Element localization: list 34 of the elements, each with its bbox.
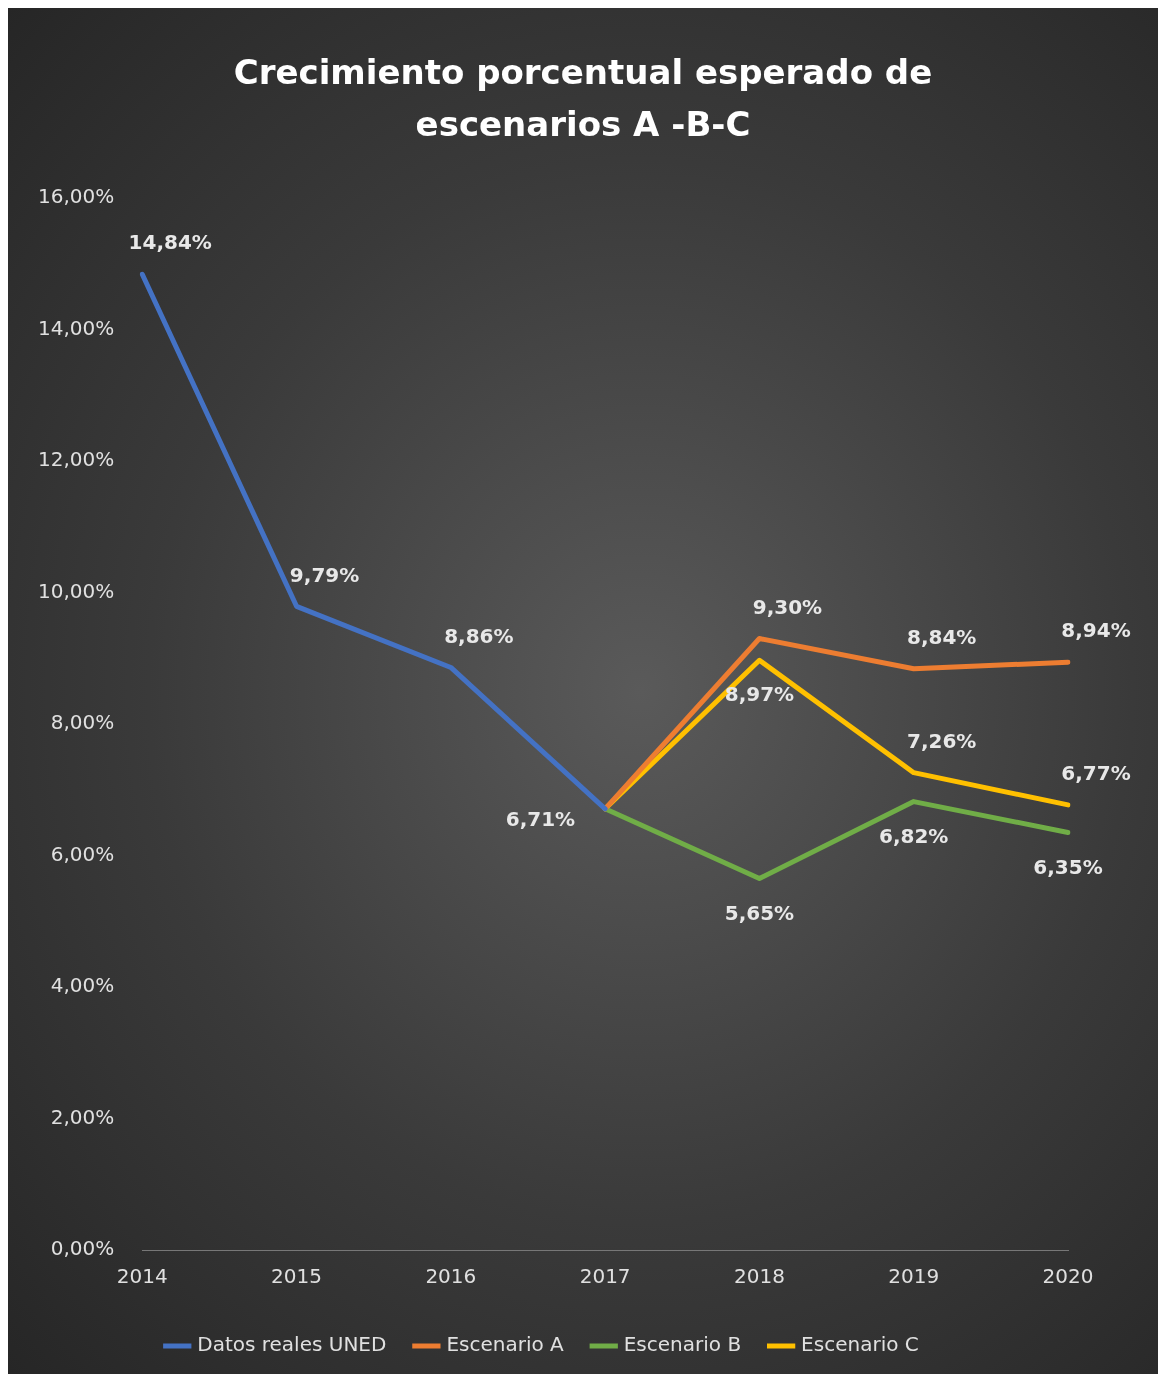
data-label: 8,94% (1061, 618, 1131, 643)
x-tick-label: 2017 (579, 1264, 631, 1289)
y-tick-label: 12,00% (37, 447, 115, 472)
y-tick-label: 14,00% (37, 315, 115, 340)
data-label: 5,65% (724, 900, 795, 925)
y-tick-label: 4,00% (50, 973, 115, 998)
data-label: 8,97% (724, 682, 795, 707)
data-label: 8,86% (444, 623, 514, 648)
data-label: 6,77% (1061, 761, 1131, 786)
x-tick-label: 2016 (425, 1264, 477, 1289)
y-tick-label: 2,00% (50, 1104, 115, 1129)
y-tick-label: 10,00% (37, 578, 115, 603)
x-tick-label: 2014 (116, 1264, 168, 1289)
data-label: 8,84% (907, 624, 977, 649)
chart-title: Crecimiento porcentual esperado de escenarios A -B-C (232, 51, 934, 146)
data-label: 6,35% (1033, 854, 1103, 879)
y-tick-label: 6,00% (50, 841, 115, 866)
x-tick-label: 2018 (733, 1264, 785, 1289)
y-tick-label: 8,00% (50, 710, 115, 735)
data-label: 9,30% (752, 594, 823, 619)
data-label: 6,71% (505, 807, 576, 832)
x-tick-label: 2015 (271, 1264, 322, 1289)
data-label: 6,82% (879, 823, 949, 848)
y-tick-label: 16,00% (37, 184, 115, 209)
legend-label: Escenario C (801, 1332, 919, 1357)
legend-label: Escenario B (623, 1332, 742, 1357)
data-label: 14,84% (128, 230, 212, 255)
data-label: 9,79% (289, 562, 360, 587)
x-tick-label: 2019 (888, 1264, 940, 1289)
y-tick-label: 0,00% (50, 1236, 115, 1261)
data-label: 7,26% (907, 728, 977, 753)
x-tick-label: 2020 (1042, 1264, 1094, 1289)
legend-label: Datos reales UNED (197, 1332, 387, 1357)
legend-label: Escenario A (446, 1332, 565, 1357)
